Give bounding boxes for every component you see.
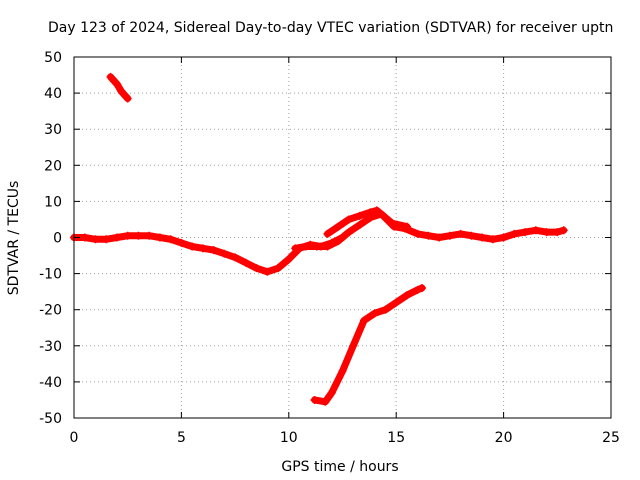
- y-tick-label: -40: [39, 375, 62, 391]
- series-line: [311, 284, 426, 406]
- series-arc-5: [310, 284, 426, 406]
- x-tick-label: 15: [387, 430, 405, 446]
- data-point: [424, 231, 433, 240]
- y-tick-label: 0: [53, 231, 62, 247]
- x-tick-label: 20: [495, 430, 513, 446]
- data-point: [312, 242, 321, 251]
- x-axis-ticks: 0 5 10 15 20 25: [70, 57, 620, 446]
- data-point: [274, 264, 283, 273]
- data-point: [198, 244, 207, 253]
- y-axis-ticks: 50 40 30 20 10 0 -10 -20 -30 -40 -50: [39, 50, 611, 427]
- data-point: [445, 231, 454, 240]
- data-point: [349, 341, 358, 350]
- data-point: [123, 231, 132, 240]
- data-point: [521, 228, 530, 237]
- data-point: [334, 237, 343, 246]
- data-point: [252, 264, 261, 273]
- series-line: [107, 73, 132, 102]
- data-point: [531, 226, 540, 235]
- data-point: [400, 224, 409, 233]
- data-point: [241, 258, 250, 267]
- data-point: [155, 233, 164, 242]
- data-point: [80, 233, 89, 242]
- data-point: [355, 211, 364, 220]
- data-point: [323, 229, 332, 238]
- data-point: [435, 233, 444, 242]
- data-point: [344, 215, 353, 224]
- data-point: [559, 226, 568, 235]
- data-point: [392, 298, 401, 307]
- data-point: [117, 87, 126, 96]
- data-point: [372, 206, 381, 215]
- data-point: [467, 231, 476, 240]
- chart-title: Day 123 of 2024, Sidereal Day-to-day VTE…: [48, 20, 613, 36]
- data-point: [390, 222, 399, 231]
- data-point: [510, 229, 519, 238]
- data-point: [145, 231, 154, 240]
- y-tick-label: 50: [44, 50, 62, 66]
- data-point: [231, 253, 240, 262]
- data-point: [402, 291, 411, 300]
- data-point: [413, 229, 422, 238]
- y-tick-label: 30: [44, 122, 62, 138]
- series-arc-1: [106, 72, 132, 103]
- data-point: [413, 285, 422, 294]
- y-tick-label: -10: [39, 267, 62, 283]
- data-point: [112, 80, 121, 89]
- data-point: [499, 233, 508, 242]
- data-point: [188, 242, 197, 251]
- data-point: [321, 397, 330, 406]
- data-point: [417, 284, 426, 293]
- x-tick-label: 10: [280, 430, 298, 446]
- data-point: [134, 231, 143, 240]
- data-point: [323, 242, 332, 251]
- data-point: [220, 249, 229, 258]
- data-point: [488, 235, 497, 244]
- data-point: [310, 395, 319, 404]
- series-arc-2: [70, 231, 347, 276]
- data-point: [301, 242, 310, 251]
- data-point: [263, 267, 272, 276]
- y-tick-label: -20: [39, 303, 62, 319]
- data-point: [102, 235, 111, 244]
- data-point: [166, 235, 175, 244]
- data-point: [456, 229, 465, 238]
- data-point: [379, 211, 388, 220]
- data-point: [284, 255, 293, 264]
- data-point: [542, 228, 551, 237]
- data-point: [381, 305, 390, 314]
- y-tick-label: -50: [39, 411, 62, 427]
- y-tick-label: 20: [44, 158, 62, 174]
- data-point: [366, 208, 375, 217]
- x-tick-label: 0: [70, 430, 79, 446]
- series-line: [70, 232, 346, 276]
- y-tick-label: 40: [44, 86, 62, 102]
- data-point: [355, 220, 364, 229]
- data-point: [334, 222, 343, 231]
- data-point: [91, 235, 100, 244]
- data-point: [291, 244, 300, 253]
- data-point: [338, 367, 347, 376]
- data-point: [370, 309, 379, 318]
- y-axis-label: SDTVAR / TECUs: [6, 181, 22, 296]
- data-point: [553, 228, 562, 237]
- x-tick-label: 5: [177, 430, 186, 446]
- data-point: [344, 228, 353, 237]
- y-tick-label: 10: [44, 194, 62, 210]
- y-tick-label: -30: [39, 339, 62, 355]
- data-point: [209, 246, 218, 255]
- data-series: [70, 72, 568, 406]
- series-arc-4: [323, 206, 568, 244]
- data-point: [123, 94, 132, 103]
- data-point: [327, 388, 336, 397]
- data-point: [478, 233, 487, 242]
- x-tick-label: 25: [602, 430, 620, 446]
- data-point: [106, 72, 115, 81]
- data-point: [359, 316, 368, 325]
- data-point: [177, 238, 186, 247]
- x-axis-label: GPS time / hours: [281, 459, 398, 475]
- data-point: [112, 233, 121, 242]
